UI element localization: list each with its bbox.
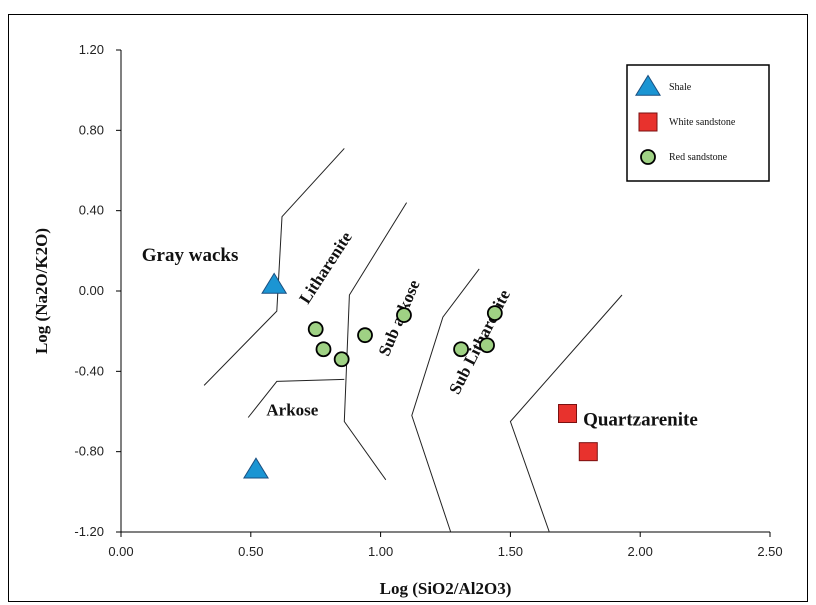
triangle-point [243, 457, 269, 479]
axes: 1.20 0.80 0.40 0.00 -0.40 -0.80 -1.20 0.00 0.50 1… [74, 42, 782, 559]
legend: Shale White sandstone Red sandstone [626, 64, 770, 182]
legend-entry-label: Shale [669, 82, 692, 93]
x-tick-label: 0.00 [108, 544, 133, 559]
x-tick-label: 2.50 [757, 544, 782, 559]
data-points [243, 272, 598, 479]
square-point [578, 442, 598, 462]
field-label: Arkose [266, 401, 318, 420]
circle-point [315, 341, 332, 358]
field-label: Litharenite [295, 228, 356, 307]
y-tick-label: -0.40 [74, 363, 104, 378]
field-boundary-line [203, 148, 345, 386]
legend-triangle-swatch [635, 74, 661, 96]
legend-entry-label: White sandstone [669, 117, 736, 128]
x-tick-label: 1.00 [368, 544, 393, 559]
circle-point [486, 305, 503, 321]
circle-point [333, 351, 350, 368]
y-tick-label: 0.00 [79, 283, 104, 298]
circle-point [396, 307, 412, 324]
field-label: Quartzarenite [583, 410, 698, 431]
y-tick-label: -0.80 [74, 444, 104, 459]
x-tick-label: 0.50 [238, 544, 263, 559]
x-axis-title: Log (SiO2/Al2O3) [380, 579, 512, 598]
field-boundary-line [247, 378, 345, 418]
y-tick-label: 0.40 [79, 203, 104, 218]
triangle-point [261, 272, 288, 294]
circle-point [453, 341, 469, 358]
y-tick-label: 1.20 [79, 42, 104, 57]
field-boundary-line [509, 294, 623, 533]
legend-square-swatch [638, 112, 658, 132]
square-point [558, 404, 578, 424]
x-tick-label: 1.50 [498, 544, 523, 559]
y-tick-label: -1.20 [74, 524, 104, 539]
circle-point [307, 321, 324, 338]
field-boundaries [203, 148, 623, 533]
legend-entry-label: Red sandstone [669, 152, 728, 163]
field-boundary-line [411, 268, 480, 533]
x-tick-label: 2.00 [628, 544, 653, 559]
y-axis-title: Log (Na2O/K2O) [32, 228, 51, 354]
field-label: Sub Litharenite [445, 286, 514, 397]
field-label: Gray wacks [142, 245, 239, 266]
circle-point [357, 327, 373, 344]
y-tick-label: 0.80 [79, 122, 104, 137]
legend-circle-swatch [640, 149, 656, 165]
circle-point [479, 337, 495, 354]
